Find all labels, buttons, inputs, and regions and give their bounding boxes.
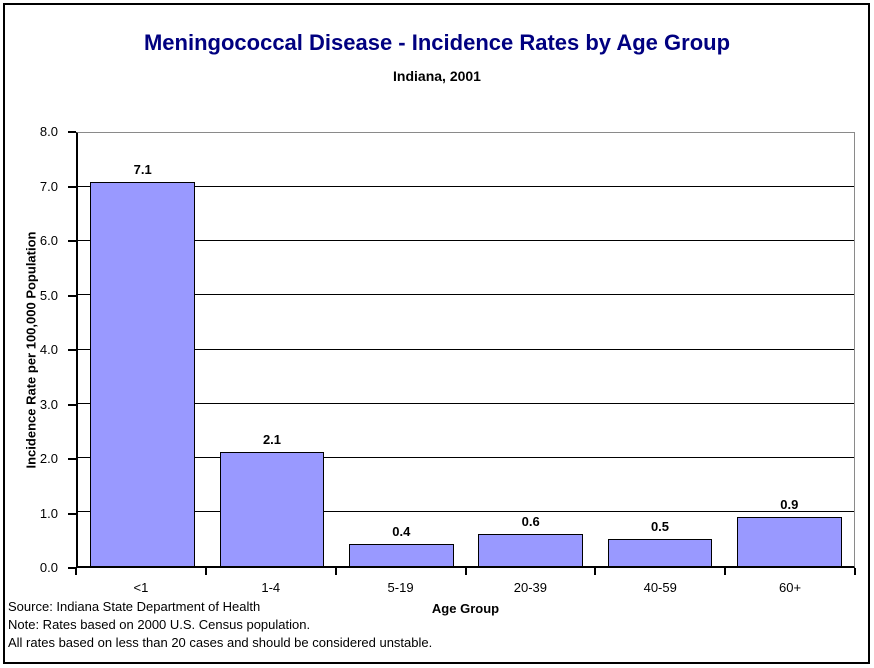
bar [736,517,842,566]
y-tick [68,240,76,242]
footnote-note: Note: Rates based on 2000 U.S. Census po… [8,617,311,632]
bar [348,544,454,566]
y-tick [68,131,76,133]
y-tick-label: 5.0 [39,287,58,303]
y-axis-tick-marks [68,131,76,569]
y-tick-label: 8.0 [39,124,58,139]
y-tick [68,512,76,515]
bar-value-label: 2.1 [262,432,282,448]
x-axis-title: Age Group [431,601,500,616]
y-tick-label: 2.0 [39,451,58,466]
gridline [78,402,854,404]
x-tick [854,568,856,575]
gridline [78,510,854,512]
bar [219,452,325,566]
gridline [78,294,854,296]
y-tick-label: 1.0 [39,505,58,521]
x-tick [75,568,77,575]
x-category-label: <1 [133,580,149,595]
bar-value-label: 0.5 [650,518,670,534]
x-tick [204,568,207,575]
x-category-label: 40-59 [643,580,677,595]
chart-footnotes: Source: Indiana State Department of Heal… [8,598,432,652]
bar [478,533,584,566]
y-tick-label: 3.0 [39,396,58,412]
plot-area: 7.1 2.1 0.4 0.6 0.5 0.9 [76,132,855,568]
y-tick-label: 4.0 [39,342,58,357]
x-tick [724,568,727,575]
x-tick [594,568,597,575]
bar-value-label: 0.4 [392,524,411,540]
chart-subtitle: Indiana, 2001 [393,68,481,84]
gridline [78,186,854,188]
y-tick [68,349,76,351]
y-tick-label: 7.0 [39,178,58,194]
x-category-label: 5-19 [387,580,414,595]
bar [607,538,713,566]
bar-value-label: 7.1 [133,161,152,177]
y-tick [68,567,76,569]
gridline [78,240,854,242]
y-tick [68,185,76,188]
gridline [78,348,854,350]
y-axis-tick-labels: 0.0 1.0 2.0 3.0 4.0 5.0 6.0 7.0 8.0 [0,124,62,575]
x-category-label: 60+ [779,580,802,595]
x-category-label: 20-39 [513,580,548,595]
y-tick-label: 6.0 [39,233,58,248]
chart-title: Meningococcal Disease - Incidence Rates … [143,30,731,55]
footnote-disclaimer: All rates based on less than 20 cases an… [8,635,433,650]
x-axis-category-labels: <1 1-4 5-19 20-39 40-59 60+ [76,580,855,595]
bar [90,181,196,566]
y-tick-label: 0.0 [39,560,58,575]
y-tick [68,458,76,460]
gridline [78,456,854,458]
y-tick [68,403,76,406]
x-category-label: 1-4 [261,580,281,595]
bar-value-label: 0.6 [521,513,540,529]
x-axis-tick-marks [75,568,856,575]
bar-value-label: 0.9 [780,497,799,513]
footnote-source: Source: Indiana State Department of Heal… [8,599,261,614]
x-tick [464,568,467,575]
y-tick [68,294,76,297]
chart-border-frame [3,3,870,664]
x-tick [334,568,337,575]
